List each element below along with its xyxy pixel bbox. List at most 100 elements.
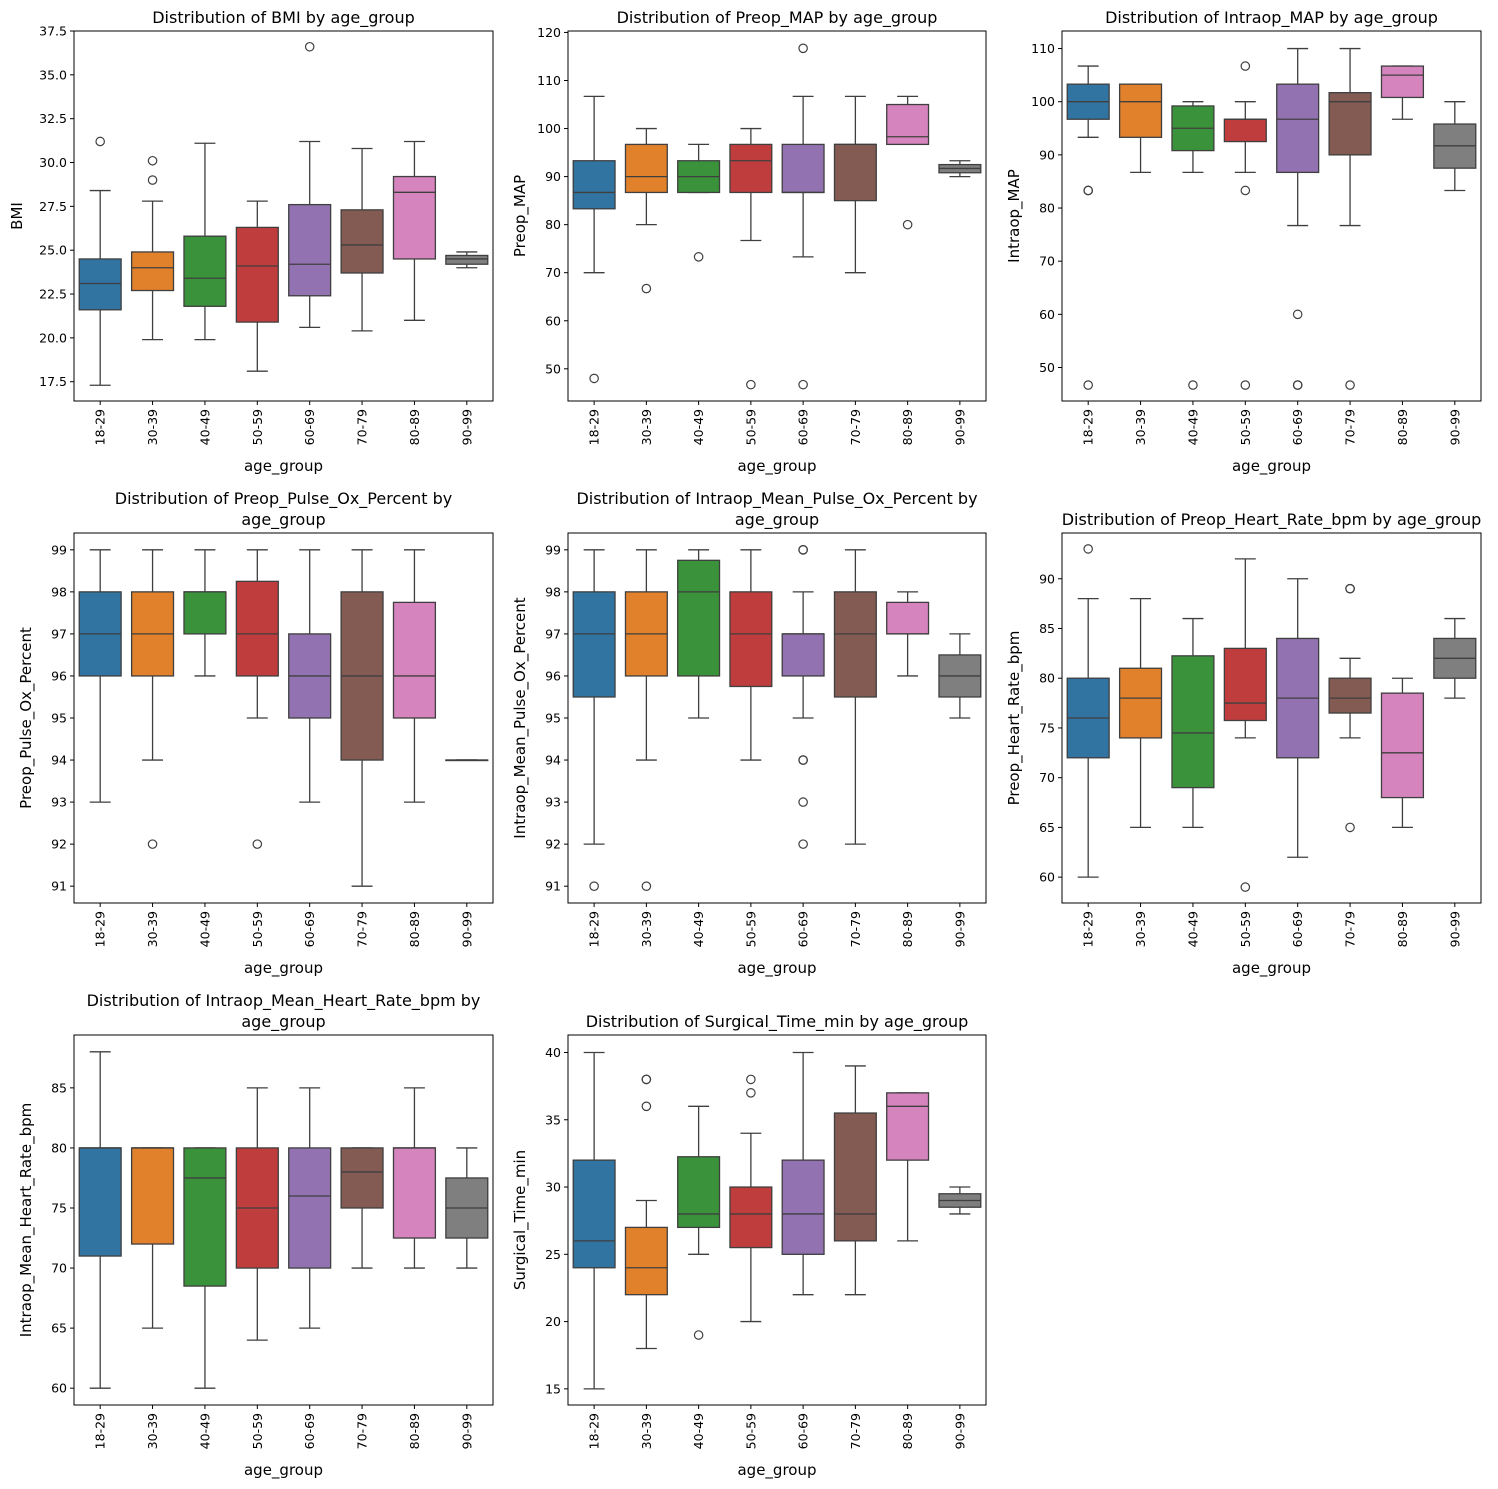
x-tick-label: 18-29 [93,911,108,947]
outlier-point [147,155,158,166]
chart-title: age_group [241,1012,325,1032]
box-60-69 [781,545,825,849]
iqr-box [1118,83,1163,138]
iqr-box [392,1147,437,1239]
outlier-point [1188,380,1198,390]
iqr-box [183,1147,227,1287]
iqr-box [340,209,384,274]
x-tick-label: 90-99 [952,911,967,947]
x-axis-label: age_group [1232,457,1311,476]
box-70-79 [340,147,384,332]
box-40-49 [677,143,721,262]
box-40-49 [677,549,721,719]
outlier-point [589,373,599,384]
chart-panel-3: Distribution of Intraop_MAP by age_group… [1005,8,1482,476]
outlier-point [641,1101,652,1112]
box-80-89 [886,1092,930,1242]
y-tick-label: 93 [51,795,67,810]
x-tick-label: 60-69 [796,409,811,445]
box-80-89 [1380,65,1425,120]
iqr-box [781,143,825,194]
x-tick-label: 70-79 [355,409,370,445]
outlier-point [1240,380,1251,390]
x-tick-label: 90-99 [459,911,474,947]
y-tick-label: 75 [1039,720,1055,735]
y-tick-label: 120 [537,25,561,40]
iqr-box [729,143,773,194]
y-axis-label: BMI [8,202,26,230]
x-tick-label: 30-39 [145,911,160,947]
x-tick-label: 40-49 [691,1413,706,1449]
y-tick-label: 20.0 [39,330,67,345]
y-tick-label: 90 [1039,571,1055,586]
y-tick-label: 50 [1039,360,1055,375]
box-80-89 [886,591,930,677]
outlier-point [304,41,315,52]
x-tick-label: 90-99 [952,1413,967,1449]
iqr-box [1380,65,1425,99]
iqr-box [886,601,930,635]
x-tick-label: 60-69 [796,1413,811,1449]
chart-title: Distribution of Intraop_Mean_Pulse_Ox_Pe… [576,489,977,509]
iqr-box [781,1159,825,1255]
iqr-box [340,1147,384,1209]
iqr-box [288,203,332,297]
outlier-point [798,839,808,849]
y-tick-label: 96 [51,668,67,683]
axes-frame [73,1034,494,1406]
x-tick-label: 40-49 [197,409,212,445]
y-tick-label: 50 [545,361,561,376]
y-tick-label: 91 [51,879,67,894]
x-tick-label: 40-49 [1185,911,1200,947]
y-tick-label: 96 [545,668,561,683]
x-tick-label: 80-89 [900,409,915,445]
y-axis-label: Surgical_Time_min [511,1150,530,1290]
box-50-59 [1223,61,1267,390]
iqr-box [1223,118,1267,143]
chart-title: Distribution of Preop_MAP by age_group [617,8,938,28]
iqr-box [833,591,877,698]
iqr-box [1171,655,1215,789]
x-tick-label: 80-89 [1395,911,1410,947]
iqr-box [624,1226,668,1296]
y-tick-label: 95 [51,711,67,726]
y-tick-label: 94 [545,753,561,768]
y-tick-label: 60 [51,1381,67,1396]
y-tick-label: 80 [1039,671,1055,686]
box-18-29 [78,1051,122,1389]
iqr-box [677,1156,721,1229]
y-tick-label: 32.5 [39,111,67,126]
outlier-point [589,881,599,891]
x-tick-label: 70-79 [1343,911,1358,947]
y-tick-label: 25 [545,1247,561,1262]
iqr-box [1328,92,1372,156]
y-tick-label: 27.5 [39,199,67,214]
x-tick-label: 30-39 [639,911,654,947]
iqr-box [886,103,930,146]
box-18-29 [572,1051,616,1390]
x-tick-label: 50-59 [250,911,265,947]
y-tick-label: 90 [1039,147,1055,162]
x-tick-label: 90-99 [1447,409,1462,445]
iqr-box [729,1186,773,1249]
y-tick-label: 94 [51,753,67,768]
x-tick-label: 30-39 [1133,409,1148,445]
x-axis-label: age_group [737,457,816,476]
iqr-box [78,1147,122,1257]
x-tick-label: 60-69 [796,911,811,947]
box-70-79 [340,549,384,887]
y-tick-label: 22.5 [39,287,67,302]
y-tick-label: 91 [545,879,561,894]
y-tick-label: 80 [51,1140,67,1155]
y-tick-label: 35.0 [39,67,67,82]
box-70-79 [1328,583,1372,833]
y-axis-label: Preop_Heart_Rate_bpm [1005,631,1024,806]
box-90-99 [938,160,982,178]
x-tick-label: 50-59 [743,1413,758,1449]
outlier-point [902,219,913,230]
y-tick-label: 90 [545,169,561,184]
x-tick-label: 40-49 [197,1413,212,1449]
x-tick-label: 30-39 [639,409,654,445]
box-50-59 [1223,558,1267,892]
box-80-89 [886,95,930,230]
